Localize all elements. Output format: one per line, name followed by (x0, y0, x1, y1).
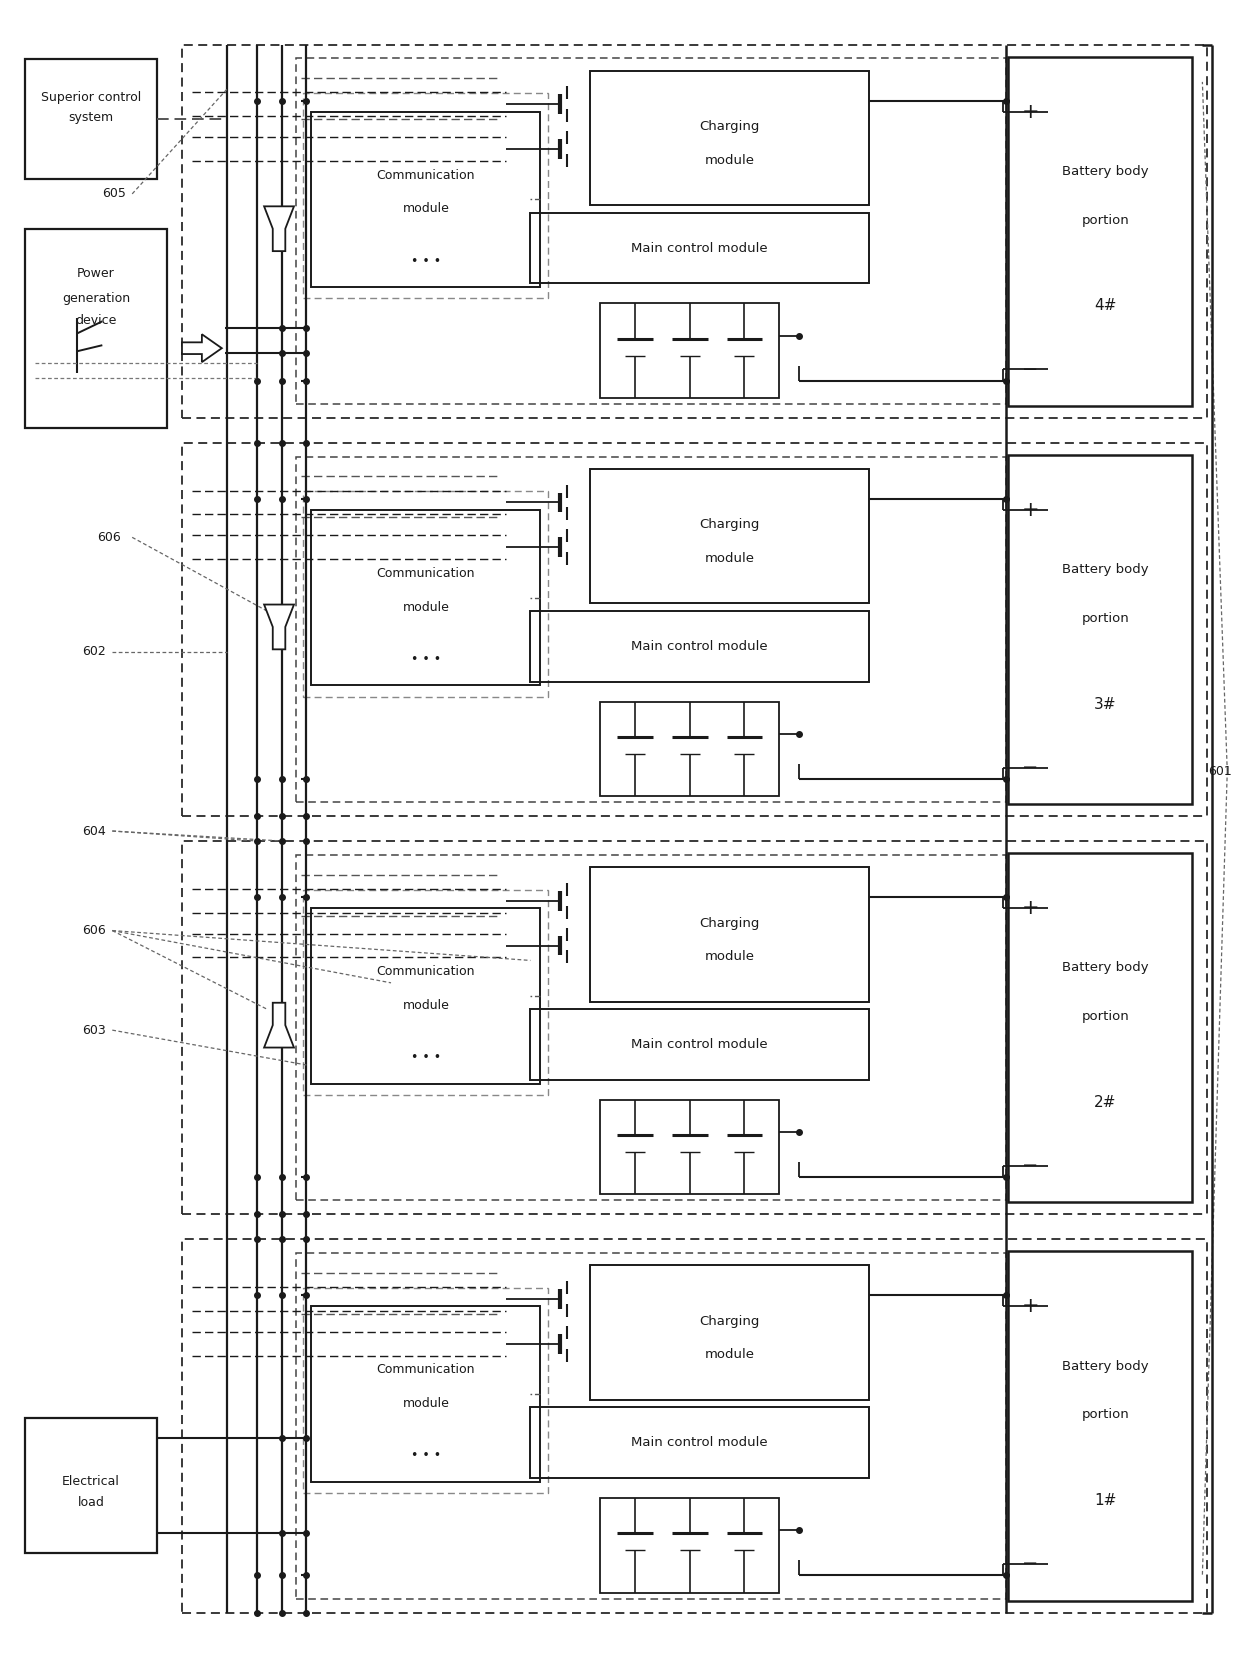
Text: 4#: 4# (1094, 299, 1116, 314)
Bar (296, 1253, 1007, 1599)
Text: −: − (1022, 1554, 1038, 1574)
Bar (590, 70, 869, 206)
Bar (590, 1265, 869, 1400)
Text: Charging: Charging (699, 917, 760, 929)
Text: Communication: Communication (377, 169, 475, 182)
Text: Charging: Charging (699, 1315, 760, 1328)
Polygon shape (264, 206, 294, 251)
Bar (304, 1288, 548, 1494)
Text: module: module (403, 202, 449, 216)
Text: module: module (704, 154, 754, 167)
Polygon shape (182, 334, 222, 363)
Text: 1#: 1# (1094, 1492, 1116, 1507)
Bar (1008, 57, 1193, 406)
Text: Communication: Communication (377, 966, 475, 978)
Bar (1008, 852, 1193, 1203)
Text: 605: 605 (103, 187, 126, 201)
Bar (531, 212, 869, 284)
Text: +: + (1022, 500, 1039, 520)
Text: portion: portion (1081, 1009, 1130, 1023)
Bar (600, 1100, 779, 1195)
Bar (182, 1240, 1208, 1613)
Text: Battery body: Battery body (1061, 1360, 1148, 1372)
Bar (182, 841, 1208, 1215)
Text: Charging: Charging (699, 518, 760, 531)
Bar (311, 510, 541, 685)
Bar (311, 907, 541, 1083)
Bar (296, 58, 1007, 404)
Text: 2#: 2# (1094, 1095, 1116, 1110)
Text: 606: 606 (82, 924, 107, 937)
Text: module: module (403, 1397, 449, 1410)
Text: +: + (1022, 1297, 1039, 1317)
Text: Communication: Communication (377, 1364, 475, 1377)
Text: • • •: • • • (410, 1449, 441, 1462)
Bar (182, 45, 1208, 418)
Text: • • •: • • • (410, 1051, 441, 1064)
Text: system: system (68, 110, 113, 124)
Bar (304, 94, 548, 299)
Text: 603: 603 (82, 1024, 107, 1036)
Bar (296, 856, 1007, 1200)
Text: module: module (704, 951, 754, 962)
Bar (311, 112, 541, 287)
Polygon shape (264, 1003, 294, 1048)
Bar (590, 867, 869, 1001)
Text: −: − (1022, 1156, 1038, 1175)
Text: 601: 601 (1209, 765, 1233, 777)
Text: Superior control: Superior control (41, 90, 141, 104)
Text: load: load (77, 1497, 104, 1509)
Text: portion: portion (1081, 214, 1130, 227)
Text: Battery body: Battery body (1061, 563, 1148, 576)
Text: +: + (1022, 899, 1039, 917)
Text: • • •: • • • (410, 254, 441, 267)
Bar (531, 1009, 869, 1079)
Text: module: module (403, 600, 449, 613)
Text: Main control module: Main control module (631, 1038, 768, 1051)
Text: • • •: • • • (410, 653, 441, 665)
Bar (182, 443, 1208, 815)
Text: module: module (403, 999, 449, 1011)
Text: 3#: 3# (1094, 697, 1116, 712)
Text: Communication: Communication (377, 566, 475, 580)
Bar (600, 702, 779, 795)
Text: −: − (1022, 359, 1038, 379)
Bar (531, 1407, 869, 1479)
Bar (590, 470, 869, 603)
Text: portion: portion (1081, 1409, 1130, 1420)
Text: module: module (704, 1348, 754, 1362)
Polygon shape (264, 605, 294, 650)
Bar (25, 229, 167, 428)
Text: Main control module: Main control module (631, 1435, 768, 1449)
Text: Charging: Charging (699, 120, 760, 134)
Text: 606: 606 (98, 531, 122, 543)
Bar (600, 1497, 779, 1592)
Text: 604: 604 (82, 824, 107, 837)
Text: Electrical: Electrical (62, 1474, 120, 1487)
Bar (1008, 1252, 1193, 1601)
Text: generation: generation (62, 292, 130, 304)
Text: +: + (1022, 102, 1039, 122)
Text: 602: 602 (82, 645, 107, 658)
Text: module: module (704, 551, 754, 565)
Text: Main control module: Main control module (631, 640, 768, 653)
Bar (296, 456, 1007, 802)
Bar (304, 491, 548, 697)
Text: −: − (1022, 759, 1038, 777)
Bar (1008, 455, 1193, 804)
Bar (600, 304, 779, 398)
Text: Power: Power (77, 267, 115, 281)
Bar (25, 1419, 157, 1552)
Text: portion: portion (1081, 612, 1130, 625)
Bar (25, 60, 157, 179)
Bar (531, 612, 869, 682)
Text: device: device (76, 314, 117, 328)
Text: Battery body: Battery body (1061, 961, 1148, 974)
Text: Battery body: Battery body (1061, 165, 1148, 179)
Bar (311, 1307, 541, 1482)
Bar (304, 889, 548, 1095)
Text: Main control module: Main control module (631, 242, 768, 254)
